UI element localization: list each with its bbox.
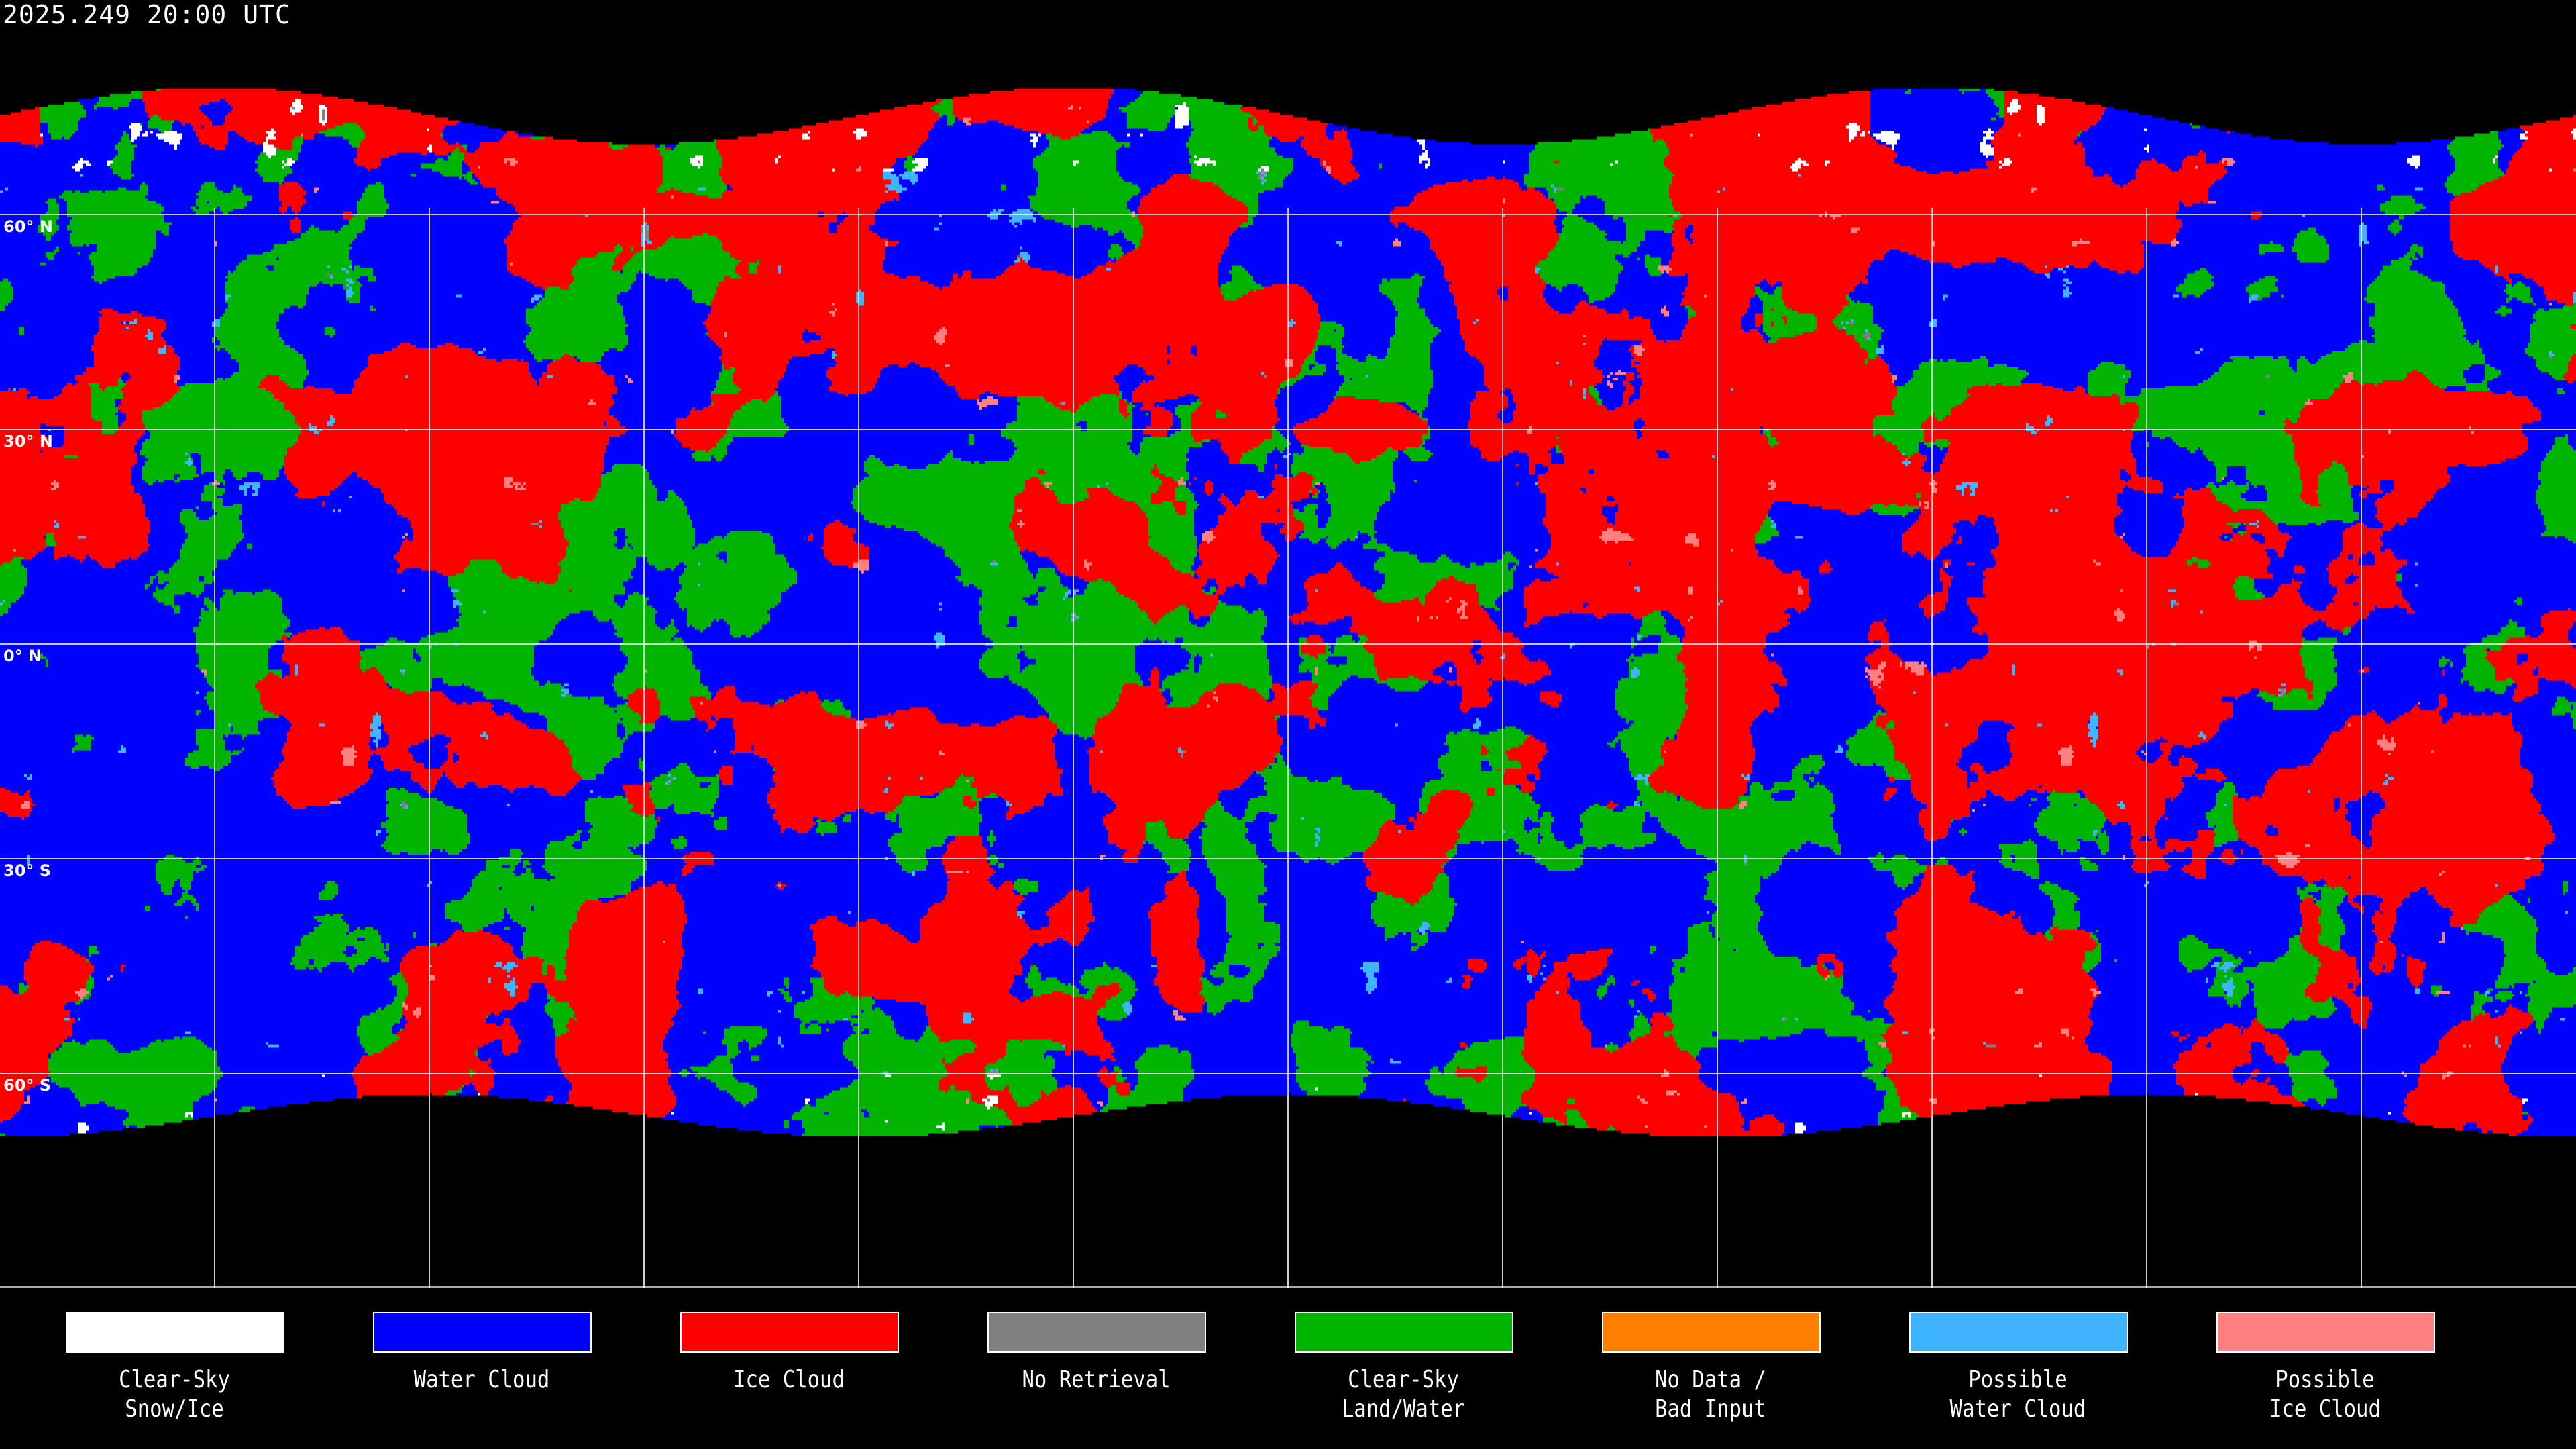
cloud-phase-map: 2025.249 20:00 UTC 60° N 30° N 0° N 30° S 60…	[0, 0, 2576, 1288]
legend-item: No Retrieval	[987, 1312, 1206, 1395]
lat-label: 60° N	[3, 217, 53, 236]
legend-label: Clear-Sky Land/Water	[1341, 1366, 1466, 1423]
lat-label: 60° S	[3, 1076, 52, 1095]
legend-swatch	[1295, 1312, 1513, 1353]
legend-item: Water Cloud	[373, 1312, 592, 1395]
legend-label: No Data / Bad Input	[1655, 1366, 1766, 1423]
legend-item: No Data / Bad Input	[1602, 1312, 1821, 1424]
legend: Clear-Sky Snow/Ice Water Cloud Ice Cloud No…	[0, 1288, 2576, 1449]
lat-label: 0° N	[3, 647, 42, 665]
legend-item: Possible Water Cloud	[1909, 1312, 2128, 1424]
legend-item: Ice Cloud	[680, 1312, 899, 1395]
legend-label: Possible Water Cloud	[1949, 1366, 2086, 1423]
legend-item: Clear-Sky Snow/Ice	[66, 1312, 284, 1424]
legend-swatch	[680, 1312, 899, 1353]
lat-label: 30° N	[3, 432, 53, 451]
legend-swatch	[1909, 1312, 2128, 1353]
legend-label: Water Cloud	[413, 1366, 550, 1393]
legend-swatch	[1602, 1312, 1821, 1353]
lat-label: 30° S	[3, 861, 52, 880]
legend-label: Clear-Sky Snow/Ice	[119, 1366, 230, 1423]
legend-label: No Retrieval	[1022, 1366, 1171, 1393]
legend-label: Possible Ice Cloud	[2269, 1366, 2381, 1423]
timestamp-title: 2025.249 20:00 UTC	[3, 0, 291, 30]
lat-lon-grid	[0, 208, 2576, 1288]
legend-swatch	[987, 1312, 1206, 1353]
legend-label: Ice Cloud	[733, 1366, 845, 1393]
legend-item: Clear-Sky Land/Water	[1295, 1312, 1513, 1424]
legend-item: Possible Ice Cloud	[2216, 1312, 2435, 1424]
legend-swatch	[2216, 1312, 2435, 1353]
legend-swatch	[66, 1312, 284, 1353]
legend-swatch	[373, 1312, 592, 1353]
